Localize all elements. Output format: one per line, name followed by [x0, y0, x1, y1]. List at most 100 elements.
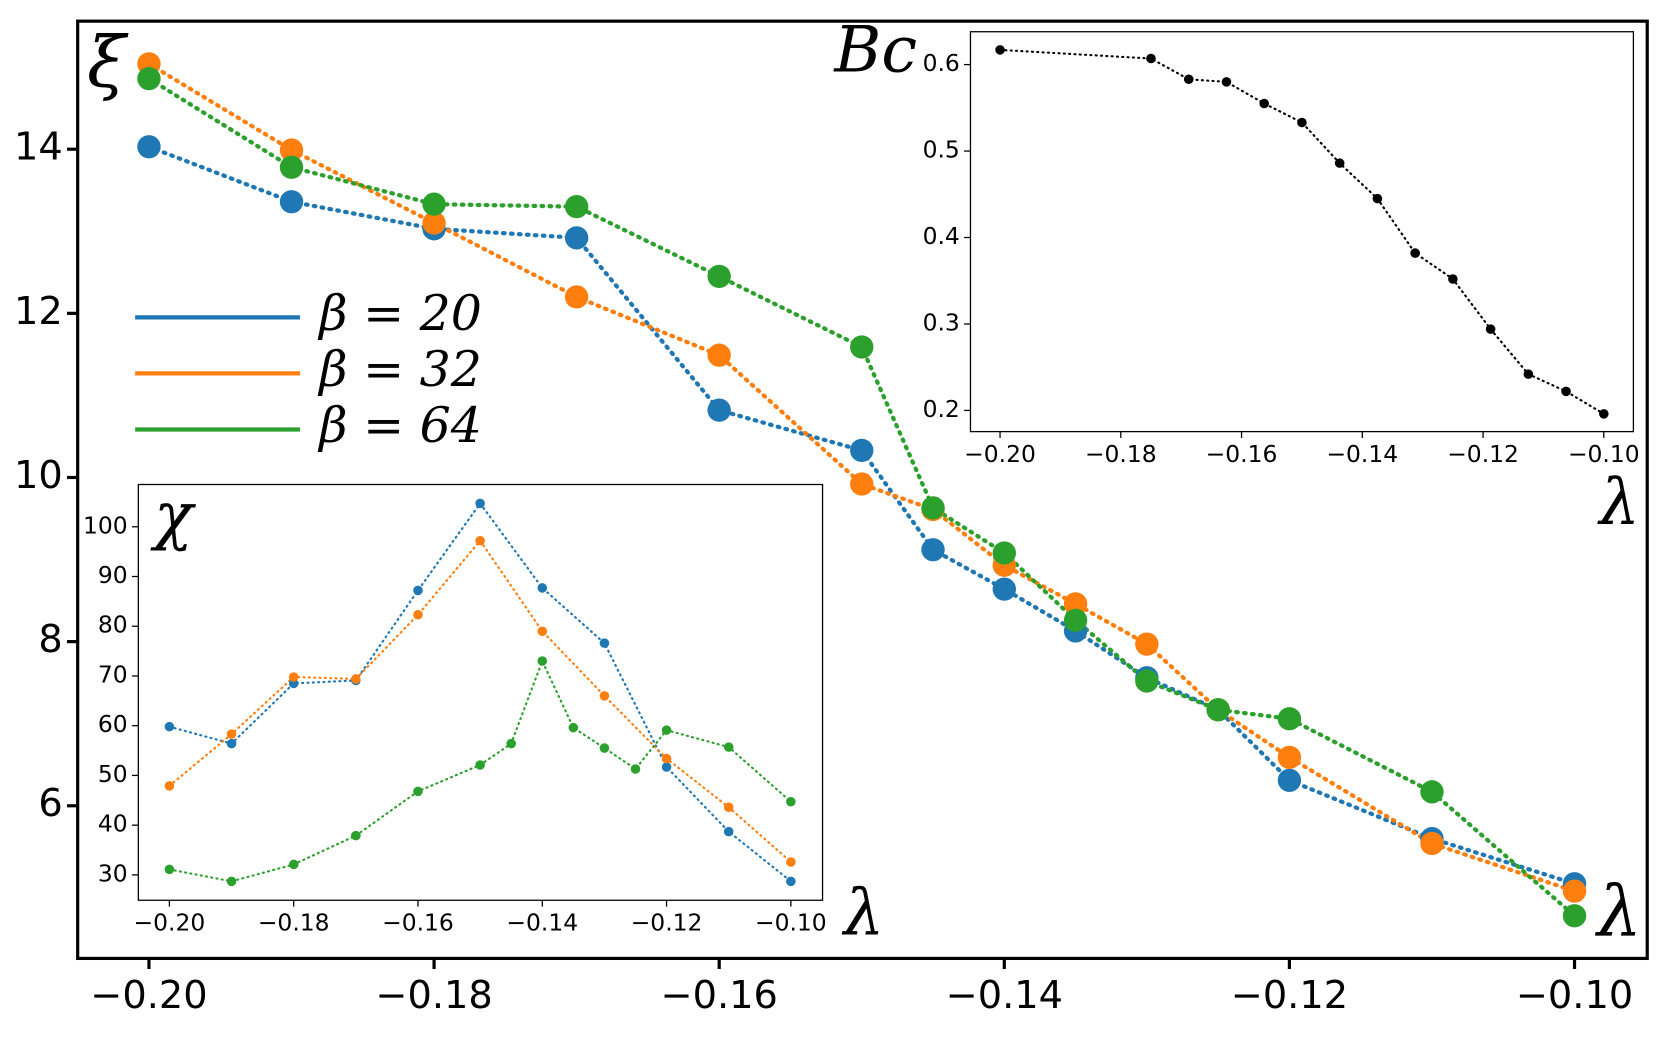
series-line: [998, 48, 1605, 415]
data-point: [422, 192, 446, 216]
x-tick-label: −0.18: [375, 974, 492, 1018]
data-point: [279, 155, 304, 179]
y-tick-label: 0.4: [923, 222, 960, 250]
data-point: [164, 721, 175, 732]
data-point: [475, 535, 485, 546]
data-point: [992, 541, 1017, 565]
data-point: [1420, 831, 1444, 856]
data-point: [475, 498, 485, 509]
data-point: [723, 826, 734, 837]
series-line: [146, 61, 1577, 894]
x-tick-label: −0.12: [1447, 440, 1519, 468]
data-point: [786, 857, 796, 867]
data-point: [850, 438, 874, 463]
y-tick-label: 40: [98, 810, 128, 838]
data-point: [992, 577, 1017, 601]
y-axis-label: ξ: [87, 22, 129, 104]
data-point: [164, 864, 175, 875]
data-point: [707, 264, 731, 289]
data-point: [599, 638, 610, 648]
y-tick-label: 100: [83, 511, 128, 539]
data-point: [564, 226, 589, 250]
data-point: [564, 285, 589, 309]
x-tick-label: −0.18: [1085, 440, 1157, 468]
y-tick-label: 0.6: [923, 49, 960, 77]
data-point: [413, 786, 423, 797]
data-point: [537, 626, 548, 636]
data-point: [921, 496, 945, 520]
data-point: [1063, 608, 1088, 632]
x-tick-label: −0.14: [506, 909, 578, 937]
y-tick-label: 6: [38, 782, 62, 826]
data-point: [1410, 248, 1420, 258]
data-point: [1523, 369, 1534, 379]
data-point: [564, 195, 589, 219]
data-point: [630, 764, 641, 774]
data-point: [279, 190, 304, 214]
data-point: [1146, 53, 1156, 64]
data-point: [707, 343, 731, 367]
y-tick-label: 12: [14, 290, 63, 334]
y-tick-label: 8: [38, 618, 62, 662]
data-point: [137, 66, 161, 91]
x-axis-label: λ: [1594, 871, 1642, 953]
data-point: [226, 729, 237, 739]
x-tick-label: −0.16: [382, 909, 454, 937]
axes-frame: [137, 483, 824, 901]
y-tick-label: 14: [14, 126, 63, 170]
y-tick-label: 50: [98, 760, 128, 788]
x-tick-label: −0.20: [134, 909, 206, 937]
data-point: [661, 762, 672, 772]
data-point: [537, 583, 548, 593]
y-tick-label: 10: [14, 454, 63, 498]
data-point: [850, 335, 874, 359]
data-point: [279, 138, 304, 162]
data-point: [1206, 698, 1230, 722]
x-tick-label: −0.16: [660, 974, 777, 1018]
y-tick-label: 90: [98, 561, 128, 589]
y-tick-label: 0.5: [923, 136, 960, 164]
data-point: [1297, 117, 1307, 128]
data-point: [1448, 274, 1458, 284]
x-tick-label: −0.14: [946, 974, 1063, 1018]
x-axis-label: λ: [841, 877, 884, 951]
data-point: [226, 738, 237, 749]
data-point: [1562, 879, 1587, 903]
data-point: [1063, 592, 1088, 616]
data-point: [1135, 632, 1159, 656]
data-point: [422, 211, 446, 235]
data-point: [288, 859, 299, 870]
y-axis-label: χ: [150, 479, 196, 553]
y-tick-label: 30: [98, 859, 128, 887]
data-point: [1485, 324, 1496, 334]
inset-background: [970, 31, 1634, 432]
data-point: [1277, 745, 1302, 769]
axes-frame: [969, 31, 1635, 433]
data-point: [1372, 193, 1383, 204]
legend-label: β = 20: [317, 285, 482, 342]
series-line: [146, 76, 1577, 918]
data-point: [351, 674, 361, 684]
y-tick-label: 70: [98, 661, 128, 689]
data-point: [786, 797, 796, 807]
data-point: [786, 876, 796, 887]
y-tick-label: 60: [98, 710, 128, 738]
x-tick-label: −0.12: [1231, 974, 1348, 1018]
data-point: [661, 753, 672, 764]
y-tick-label: 0.3: [923, 309, 960, 337]
data-point: [723, 802, 734, 813]
data-point: [164, 781, 175, 791]
data-point: [1334, 158, 1345, 168]
x-tick-label: −0.18: [258, 909, 330, 937]
data-point: [1221, 77, 1232, 87]
data-point: [723, 742, 734, 752]
series-line: [168, 658, 792, 883]
x-axis-label: λ: [1596, 466, 1639, 540]
data-point: [506, 738, 516, 749]
data-point: [1259, 98, 1269, 109]
y-tick-label: 80: [98, 611, 128, 639]
x-tick-label: −0.10: [1568, 440, 1640, 468]
data-point: [137, 135, 161, 159]
data-point: [537, 656, 548, 666]
